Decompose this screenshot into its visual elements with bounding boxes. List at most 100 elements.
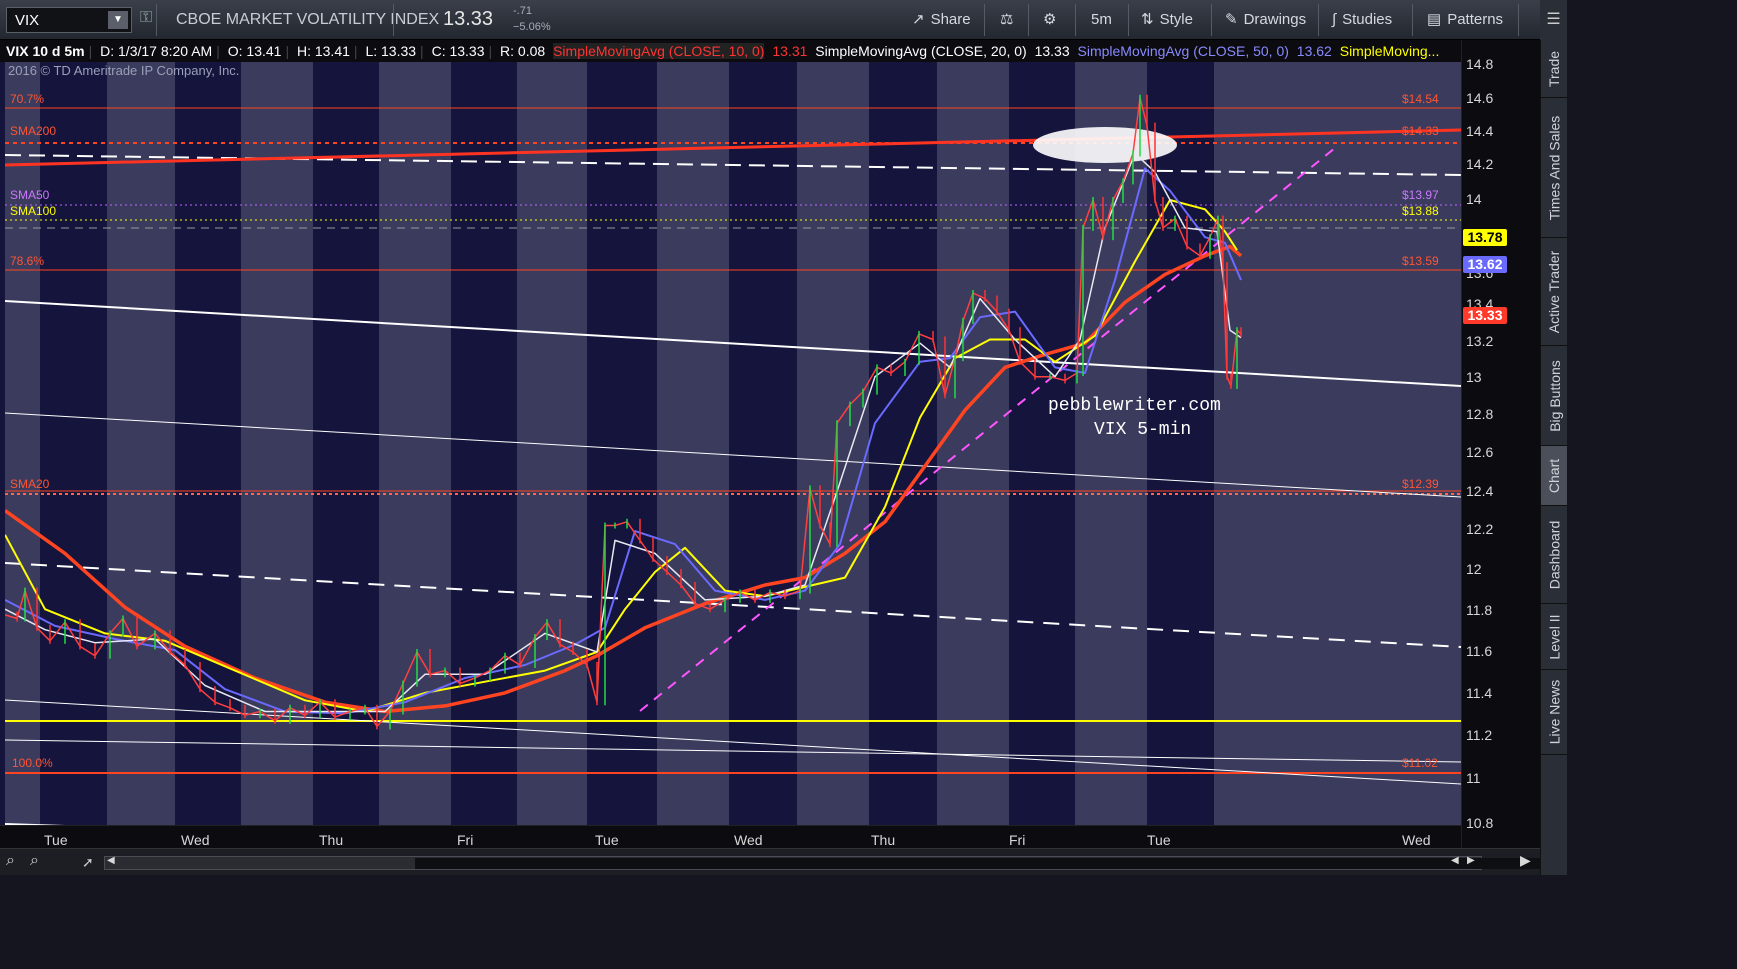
x-tick: Wed xyxy=(1402,832,1431,848)
tab-live-news[interactable]: Live News xyxy=(1541,670,1568,755)
series-line-sma20 xyxy=(5,167,1242,715)
interval-button[interactable]: 5m xyxy=(1091,11,1112,28)
cursor-icon[interactable]: ➚ xyxy=(82,854,94,870)
tab-dashboard[interactable]: Dashboard xyxy=(1541,506,1568,604)
y-tick: 12.4 xyxy=(1466,483,1494,499)
series-line-sma10 xyxy=(5,152,1242,713)
tab-trade[interactable]: Trade xyxy=(1541,40,1568,98)
level-label-sma200: SMA200 xyxy=(10,124,57,138)
percent-change: −5.06% xyxy=(513,21,551,33)
legend-high: H: 13.41 xyxy=(296,43,350,59)
y-tick: 14 xyxy=(1466,191,1482,207)
level-value-sma20: $12.39 xyxy=(1402,477,1439,491)
level-value-sma200: $14.33 xyxy=(1402,124,1439,138)
scroll-left-arrow[interactable]: ◀ xyxy=(107,855,115,866)
price-axis[interactable]: 14.8 14.6 14.4 14.2 14 13.6 13.4 13.2 13… xyxy=(1461,40,1540,848)
symbol-selector[interactable]: VIX ▼ xyxy=(6,7,132,33)
chart-plot-area[interactable] xyxy=(5,62,1461,825)
tab-chart[interactable]: Chart xyxy=(1541,446,1568,506)
style-button[interactable]: ⇅ Style xyxy=(1141,11,1193,28)
level-label-sma20: SMA20 xyxy=(10,477,50,491)
price-chart xyxy=(5,94,1461,825)
copyright-text: 2016 © TD Ameritrade IP Company, Inc. xyxy=(8,63,240,78)
zoom-out-icon[interactable]: ⌕ xyxy=(6,852,15,869)
x-tick: Tue xyxy=(1147,832,1171,848)
tab-times-and-sales[interactable]: Times And Sales xyxy=(1541,98,1568,238)
sma50-price-bubble: 13.78 xyxy=(1463,229,1507,246)
level-value-sma100: $13.88 xyxy=(1402,204,1439,218)
gear-icon: ⚙ xyxy=(1043,11,1057,28)
scroll-right-arrow[interactable]: ▶ xyxy=(1467,855,1475,866)
session-band xyxy=(937,62,1009,825)
session-band xyxy=(1075,62,1147,825)
expand-icon[interactable]: ▶ xyxy=(1520,852,1531,868)
lower-channel-line xyxy=(5,699,1461,785)
drawings-button[interactable]: ✎ Drawings xyxy=(1225,11,1307,28)
symbol-description: CBOE MARKET VOLATILITY INDEX xyxy=(176,11,440,28)
settings-button[interactable]: ⚙ xyxy=(1043,0,1056,40)
annotation-site: pebblewriter.com xyxy=(1048,396,1221,416)
link-icon[interactable]: ⚿ xyxy=(140,9,153,26)
scroll-track[interactable]: ◀ ◀ ▶ xyxy=(104,855,1587,870)
dashed-channel-line xyxy=(5,562,1461,648)
legend-sma20-value: 13.33 xyxy=(1034,43,1070,59)
tab-big-buttons[interactable]: Big Buttons xyxy=(1541,346,1568,446)
pencil-icon: ✎ xyxy=(1225,11,1238,28)
chevron-down-icon[interactable]: ▼ xyxy=(108,11,128,29)
toolbar-divider xyxy=(1318,4,1319,36)
scroll-left-arrow[interactable]: ◀ xyxy=(1451,855,1459,866)
window-margin xyxy=(1567,0,1737,969)
legend-close: C: 13.33 xyxy=(431,43,485,59)
x-tick: Fri xyxy=(1009,832,1026,848)
x-tick: Thu xyxy=(871,832,896,848)
toolbar-divider xyxy=(1128,4,1129,36)
window-margin xyxy=(0,875,1737,969)
y-tick: 12.8 xyxy=(1466,406,1494,422)
y-tick: 13.2 xyxy=(1466,333,1494,349)
level-value-fib707: $14.54 xyxy=(1402,92,1439,106)
x-tick: Thu xyxy=(319,832,344,848)
y-tick: 11.8 xyxy=(1466,602,1493,618)
y-tick: 14.8 xyxy=(1466,56,1494,72)
level-label-fib786: 78.6% xyxy=(10,254,45,268)
studies-button[interactable]: ∫ Studies xyxy=(1332,11,1393,28)
legend-date: D: 1/3/17 8:20 AM xyxy=(100,43,213,59)
right-sidebar: Trade Times And Sales Active Trader Big … xyxy=(1540,40,1568,875)
zoom-in-icon[interactable]: ⌕ xyxy=(30,852,39,869)
toolbar-divider xyxy=(1412,4,1413,36)
chart-scrollbar[interactable]: ⌕ ⌕ ➚ ◀ ◀ ▶ ▶ xyxy=(0,848,1587,875)
flask-button[interactable]: ⚖ xyxy=(1000,0,1013,40)
scroll-thumb[interactable] xyxy=(415,858,1587,869)
y-tick: 14.2 xyxy=(1466,156,1494,172)
y-tick: 13 xyxy=(1466,369,1482,385)
toolbar-divider xyxy=(1028,4,1029,36)
menu-icon[interactable]: ☰ xyxy=(1540,0,1567,40)
session-band xyxy=(107,62,175,825)
symbol-text: VIX xyxy=(15,12,40,29)
toolbar-divider xyxy=(393,4,394,36)
legend-sma20: SimpleMovingAvg (CLOSE, 20, 0) xyxy=(815,43,1027,59)
patterns-button[interactable]: ▤ Patterns xyxy=(1427,11,1504,28)
white-dashed-trend-line xyxy=(5,154,1461,176)
highlight-ellipse xyxy=(1033,127,1177,163)
time-axis[interactable]: Tue Wed Thu Fri Tue Wed Thu Fri Tue Wed xyxy=(0,825,1461,848)
x-tick: Tue xyxy=(595,832,619,848)
level-label-sma100: SMA100 xyxy=(10,204,57,218)
studies-icon: ∫ xyxy=(1332,11,1337,28)
level-value-sma50: $13.97 xyxy=(1402,188,1439,202)
legend-sma50: SimpleMovingAvg (CLOSE, 50, 0) xyxy=(1077,43,1289,59)
level-value-fib100: $11.02 xyxy=(1402,756,1438,770)
magenta-trend-line xyxy=(639,147,1336,712)
session-band xyxy=(1284,62,1461,825)
y-tick: 11.2 xyxy=(1466,727,1493,743)
session-band xyxy=(797,62,869,825)
share-button[interactable]: ↗ Share xyxy=(912,11,971,28)
legend-range: R: 0.08 xyxy=(500,43,546,59)
tab-active-trader[interactable]: Active Trader xyxy=(1541,238,1568,346)
y-tick: 14.4 xyxy=(1466,123,1494,139)
toolbar-divider xyxy=(156,4,157,36)
sma200-trend-line xyxy=(5,128,1461,167)
y-tick: 10.8 xyxy=(1466,815,1494,831)
tab-level-ii[interactable]: Level II xyxy=(1541,604,1568,670)
